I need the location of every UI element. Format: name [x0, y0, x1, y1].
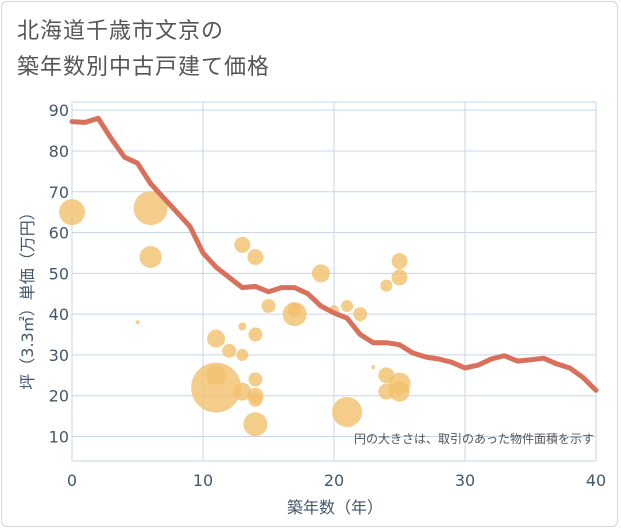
- x-tick-label: 40: [586, 471, 606, 490]
- bubble-point: [391, 253, 408, 270]
- x-axis-label: 築年数（年）: [287, 498, 383, 517]
- price-trend-line: [69, 115, 599, 393]
- bubble-point: [391, 269, 408, 286]
- y-tick-label: 40: [49, 305, 69, 324]
- bubble-point: [389, 381, 410, 402]
- bubble-point: [371, 365, 376, 370]
- bubble-point: [133, 191, 168, 226]
- bubble-point: [287, 303, 302, 318]
- x-tick-label: 20: [324, 471, 344, 490]
- bubble-point: [191, 362, 242, 413]
- bubble-point: [311, 264, 330, 283]
- bubble-point: [222, 343, 237, 358]
- axes-layer: 0 10 20 30 40 10 20 30 40 50 60 70 80 90: [49, 101, 607, 490]
- x-tick-label: 30: [455, 471, 475, 490]
- y-tick-label: 50: [49, 264, 69, 283]
- bubble-point: [234, 236, 251, 253]
- bubble-point: [233, 382, 252, 401]
- bubble-point: [236, 348, 249, 361]
- bubble-point: [261, 298, 276, 313]
- bubble-point: [139, 246, 162, 269]
- bubble-point: [341, 299, 354, 312]
- bubble-layer: [59, 191, 411, 437]
- bubble-point: [353, 307, 368, 322]
- y-tick-label: 70: [49, 183, 69, 202]
- bubble-point: [135, 320, 140, 325]
- bubble-point: [247, 249, 264, 266]
- chart-title: 北海道千歳市文京の 築年数別中古戸建て価格: [17, 19, 271, 80]
- y-axis-label: 坪（3.3㎡）単価（万円）: [18, 204, 37, 389]
- bubble-point: [332, 397, 363, 428]
- y-tick-label: 60: [49, 224, 69, 243]
- bubble-point: [243, 412, 268, 437]
- y-tick-label: 90: [49, 101, 69, 120]
- size-note: 円の大きさは、取引のあった物件面積を示す: [354, 431, 594, 446]
- line-layer: [69, 115, 599, 393]
- bubble-point: [380, 279, 393, 292]
- x-tick-label: 0: [67, 471, 77, 490]
- y-tick-label: 30: [49, 346, 69, 365]
- bubble-point: [248, 372, 263, 387]
- bubble-point: [207, 329, 226, 348]
- y-tick-label: 80: [49, 142, 69, 161]
- bubble-point: [206, 365, 227, 386]
- bubble-point: [59, 199, 85, 226]
- y-tick-label: 20: [49, 387, 69, 406]
- bubble-point: [248, 327, 263, 342]
- bubble-point: [248, 392, 263, 407]
- y-tick-label: 10: [49, 428, 69, 447]
- x-tick-label: 10: [193, 471, 213, 490]
- bubble-point: [238, 322, 247, 331]
